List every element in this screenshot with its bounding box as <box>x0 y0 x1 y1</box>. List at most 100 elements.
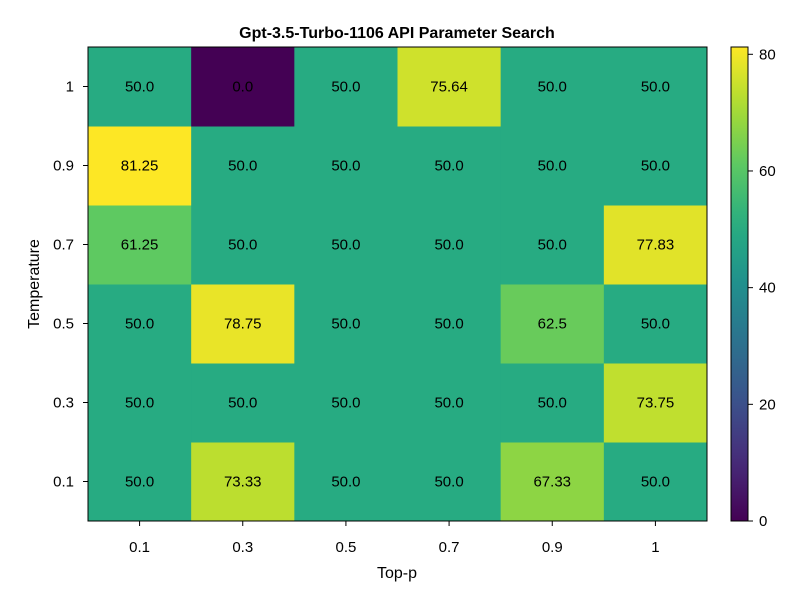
colorbar-ticks: 0 20 40 60 80 <box>748 46 776 530</box>
heatmap-cell <box>191 47 295 127</box>
colorbar-tick-label: 0 <box>759 513 767 530</box>
cell-value-label: 50.0 <box>641 316 670 333</box>
heatmap-cell <box>191 442 295 522</box>
heatmap-cell <box>294 442 398 522</box>
heatmap-cell <box>397 126 502 206</box>
x-tick-label: 0.3 <box>232 539 253 556</box>
cell-value-label: 50.0 <box>331 474 360 491</box>
cell-value-label: 62.5 <box>538 316 567 333</box>
cell-value-label: 50.0 <box>125 395 154 412</box>
cell-value-label: 50.0 <box>641 79 670 96</box>
cell-value-label: 50.0 <box>538 395 567 412</box>
heatmap-cell <box>397 47 502 127</box>
cell-value-label: 67.33 <box>533 474 571 491</box>
cell-value-label: 50.0 <box>331 158 360 175</box>
heatmap-cell <box>603 47 708 127</box>
cell-value-label: 78.75 <box>224 316 262 333</box>
heatmap-cells <box>88 47 708 522</box>
heatmap-cell <box>294 126 398 206</box>
cell-value-label: 50.0 <box>331 395 360 412</box>
chart-title: Gpt-3.5-Turbo-1106 API Parameter Search <box>239 25 555 42</box>
heatmap-cell <box>397 205 502 285</box>
cell-value-label: 77.83 <box>637 237 675 254</box>
cell-value-label: 50.0 <box>641 158 670 175</box>
cell-value-label: 75.64 <box>430 79 468 96</box>
heatmap-cell <box>88 126 192 206</box>
heatmap-cell <box>500 363 605 443</box>
heatmap-cell <box>88 47 192 127</box>
colorbar-gradient <box>730 46 749 522</box>
heatmap-cell <box>500 126 605 206</box>
heatmap-cell <box>191 284 295 364</box>
colorbar-tick-label: 80 <box>759 46 776 63</box>
colorbar-tick-label: 40 <box>759 280 776 297</box>
y-tick-label: 1 <box>66 79 74 96</box>
cell-value-label: 81.25 <box>121 158 159 175</box>
heatmap-cell <box>603 442 708 522</box>
heatmap-cell <box>500 205 605 285</box>
heatmap-cell <box>294 363 398 443</box>
heatmap-cell <box>500 442 605 522</box>
y-tick-label: 0.3 <box>53 395 74 412</box>
cell-value-label: 50.0 <box>331 316 360 333</box>
heatmap-cell <box>500 47 605 127</box>
cell-value-label: 50.0 <box>125 79 154 96</box>
colorbar-tick-label: 20 <box>759 396 776 413</box>
heatmap-cell <box>603 363 708 443</box>
cell-value-label: 50.0 <box>331 237 360 254</box>
heatmap-cell <box>603 205 708 285</box>
cell-value-label: 50.0 <box>125 474 154 491</box>
cell-value-label: 50.0 <box>228 237 257 254</box>
colorbar-tick-label: 60 <box>759 163 776 180</box>
cell-value-label: 50.0 <box>434 237 463 254</box>
cell-value-label: 50.0 <box>538 79 567 96</box>
heatmap-cell <box>603 126 708 206</box>
heatmap-cell <box>294 284 398 364</box>
heatmap-cell <box>191 205 295 285</box>
heatmap-cell <box>88 363 192 443</box>
cell-value-label: 73.75 <box>637 395 675 412</box>
heatmap-cell <box>397 284 502 364</box>
heatmap-cell <box>294 205 398 285</box>
cell-value-label: 50.0 <box>434 395 463 412</box>
cell-value-label: 50.0 <box>331 79 360 96</box>
x-tick-label: 1 <box>651 539 659 556</box>
heatmap-cell <box>88 205 192 285</box>
y-tick-label: 0.7 <box>53 237 74 254</box>
cell-value-label: 61.25 <box>121 237 159 254</box>
y-tick-label: 0.9 <box>53 158 74 175</box>
heatmap-cell <box>603 284 708 364</box>
x-tick-label: 0.7 <box>439 539 460 556</box>
heatmap-cell <box>397 363 502 443</box>
heatmap-cell <box>294 47 398 127</box>
y-axis-label: Temperature <box>26 239 43 329</box>
cell-value-label: 50.0 <box>228 395 257 412</box>
y-tick-label: 0.5 <box>53 316 74 333</box>
cell-value-label: 50.0 <box>228 158 257 175</box>
cell-value-label: 50.0 <box>538 237 567 254</box>
cell-value-label: 50.0 <box>434 158 463 175</box>
cell-value-label: 50.0 <box>434 474 463 491</box>
x-axis-ticks: 0.1 0.3 0.5 0.7 0.9 1 <box>129 521 660 556</box>
y-tick-label: 0.1 <box>53 474 74 491</box>
cell-value-label: 0.0 <box>232 79 253 96</box>
cell-value-label: 50.0 <box>641 474 670 491</box>
cell-value-label: 50.0 <box>538 158 567 175</box>
heatmap-cell <box>191 363 295 443</box>
heatmap-cell <box>88 284 192 364</box>
colorbar <box>730 46 749 522</box>
plot-frame <box>87 46 708 522</box>
heatmap-cell <box>397 442 502 522</box>
x-tick-label: 0.1 <box>129 539 150 556</box>
heatmap-cell-labels: 50.0 73.33 50.0 50.0 67.33 50.0 50.0 50.0 50.0 50… <box>121 79 674 491</box>
cell-value-label: 50.0 <box>434 316 463 333</box>
x-axis-label: Top-p <box>377 565 417 582</box>
cell-value-label: 50.0 <box>125 316 154 333</box>
heatmap-cell <box>88 442 192 522</box>
x-tick-label: 0.9 <box>542 539 563 556</box>
x-tick-label: 0.5 <box>335 539 356 556</box>
heatmap-cell <box>191 126 295 206</box>
y-axis-ticks: 0.1 0.3 0.5 0.7 0.9 1 <box>53 79 88 491</box>
cell-value-label: 73.33 <box>224 474 262 491</box>
